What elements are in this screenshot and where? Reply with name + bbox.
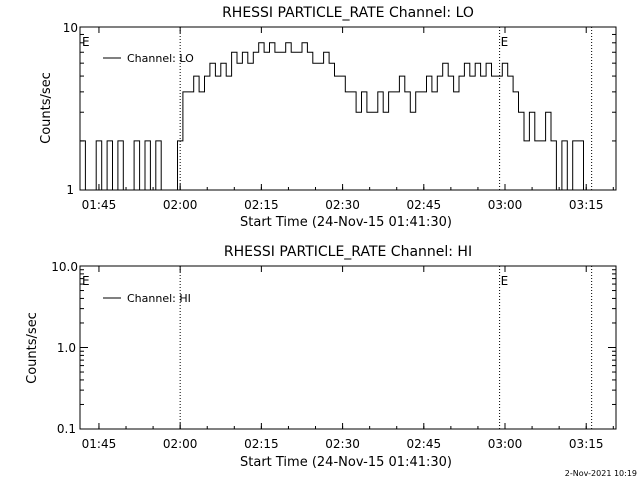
hi-xtick-label-2: 02:15: [244, 437, 279, 451]
hi-xtick-label-4: 02:45: [407, 437, 442, 451]
hi-xtick-label-3: 02:30: [325, 437, 360, 451]
panel-hi-frame: [79, 265, 617, 430]
panel-hi-legend: Channel: HI: [103, 292, 191, 305]
panel-lo: RHESSI PARTICLE_RATE Channel: LO Counts/…: [39, 5, 617, 230]
panel-hi-xticks: 01:45 02:00 02:15 02:30 02:45 03:00 03:15: [82, 266, 614, 451]
panel-hi: RHESSI PARTICLE_RATE Channel: HI Counts/…: [25, 244, 617, 470]
panel-hi-event-lines: E: [179, 266, 593, 429]
panel-hi-ytick-0-1: 0.1: [57, 422, 76, 436]
lo-xtick-label-6: 03:15: [569, 198, 604, 212]
panel-hi-corner-label: E: [82, 274, 90, 288]
panel-lo-xlabel: Start Time (24-Nov-15 01:41:30): [240, 215, 452, 230]
lo-xtick-label-1: 02:00: [163, 198, 198, 212]
panel-lo-ytick-1: 1: [66, 183, 74, 197]
footer-timestamp: 2-Nov-2021 10:19: [565, 469, 637, 478]
panel-hi-ytick-1-0: 1.0: [57, 341, 76, 355]
panel-lo-legend-label: Channel: LO: [127, 52, 194, 65]
panel-lo-xticks: 01:45 02:00 02:15 02:30 02:45 03:00 03:15: [82, 27, 614, 212]
hi-xtick-label-6: 03:15: [569, 437, 604, 451]
panel-lo-corner-label: E: [82, 35, 90, 49]
lo-xtick-label-5: 03:00: [488, 198, 523, 212]
lo-xtick-label-3: 02:30: [325, 198, 360, 212]
panel-lo-series-line: [80, 42, 595, 191]
lo-xtick-label-2: 02:15: [244, 198, 279, 212]
panel-hi-legend-label: Channel: HI: [127, 292, 191, 305]
panel-hi-ytick-marks: [80, 269, 616, 430]
panel-hi-ytick-10-0: 10.0: [51, 260, 78, 274]
hi-event-label-1: E: [501, 274, 509, 288]
panel-lo-title: RHESSI PARTICLE_RATE Channel: LO: [222, 5, 474, 21]
panel-lo-ytick-10: 10: [63, 21, 78, 35]
lo-xtick-label-0: 01:45: [82, 198, 117, 212]
lo-xtick-label-4: 02:45: [407, 198, 442, 212]
hi-xtick-label-1: 02:00: [163, 437, 198, 451]
panel-lo-event-lines: E: [179, 27, 593, 190]
hi-xtick-label-5: 03:00: [488, 437, 523, 451]
panel-lo-legend: Channel: LO: [103, 52, 194, 65]
panel-lo-ylabel: Counts/sec: [39, 72, 54, 144]
panel-lo-frame: [79, 26, 617, 191]
panel-hi-ylabel: Counts/sec: [25, 312, 40, 384]
lo-event-label-1: E: [501, 35, 509, 49]
panel-hi-xlabel: Start Time (24-Nov-15 01:41:30): [240, 455, 452, 470]
panel-hi-title: RHESSI PARTICLE_RATE Channel: HI: [224, 244, 472, 260]
hi-xtick-label-0: 01:45: [82, 437, 117, 451]
